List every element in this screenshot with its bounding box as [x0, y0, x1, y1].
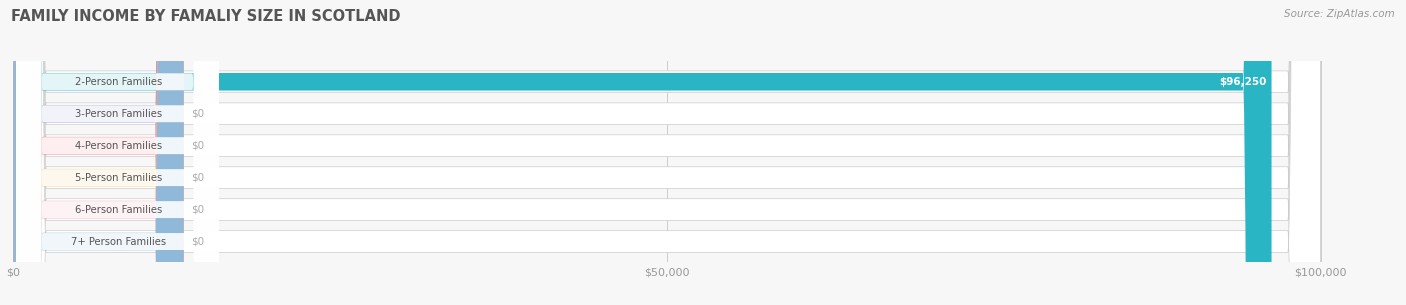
FancyBboxPatch shape: [14, 0, 1320, 305]
Text: 5-Person Families: 5-Person Families: [75, 173, 163, 183]
Text: $0: $0: [191, 173, 204, 183]
FancyBboxPatch shape: [14, 0, 1271, 305]
FancyBboxPatch shape: [14, 0, 183, 305]
FancyBboxPatch shape: [17, 0, 219, 305]
FancyBboxPatch shape: [17, 0, 219, 305]
FancyBboxPatch shape: [14, 0, 1320, 305]
Text: $96,250: $96,250: [1219, 77, 1267, 87]
FancyBboxPatch shape: [17, 0, 219, 305]
Text: $0: $0: [191, 141, 204, 151]
Text: FAMILY INCOME BY FAMALIY SIZE IN SCOTLAND: FAMILY INCOME BY FAMALIY SIZE IN SCOTLAN…: [11, 9, 401, 24]
FancyBboxPatch shape: [14, 0, 183, 305]
Text: $0: $0: [191, 205, 204, 215]
FancyBboxPatch shape: [14, 0, 1320, 305]
FancyBboxPatch shape: [14, 0, 1320, 305]
Text: Source: ZipAtlas.com: Source: ZipAtlas.com: [1284, 9, 1395, 19]
FancyBboxPatch shape: [17, 0, 219, 305]
Text: 7+ Person Families: 7+ Person Families: [72, 237, 166, 246]
FancyBboxPatch shape: [17, 0, 219, 305]
Text: 3-Person Families: 3-Person Families: [75, 109, 162, 119]
Text: $0: $0: [191, 109, 204, 119]
FancyBboxPatch shape: [14, 0, 183, 305]
FancyBboxPatch shape: [17, 0, 219, 305]
FancyBboxPatch shape: [14, 0, 1320, 305]
Text: 4-Person Families: 4-Person Families: [75, 141, 162, 151]
FancyBboxPatch shape: [14, 0, 1320, 305]
Text: $0: $0: [191, 237, 204, 246]
Text: 6-Person Families: 6-Person Families: [75, 205, 163, 215]
FancyBboxPatch shape: [14, 0, 183, 305]
Text: 2-Person Families: 2-Person Families: [75, 77, 163, 87]
FancyBboxPatch shape: [14, 0, 183, 305]
